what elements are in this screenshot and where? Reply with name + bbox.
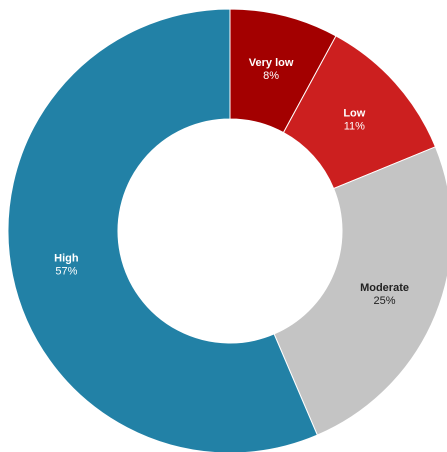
slice-value-label: 25% [374,295,396,307]
slice-value-label: 8% [263,70,279,82]
slice-value-label: 57% [55,265,77,277]
slice-label: Low [343,107,365,119]
slice-label: High [54,252,79,264]
slice-label: Very low [249,57,294,69]
slice-label: Moderate [360,282,409,294]
donut-slice [7,8,318,452]
donut-slice [273,146,447,436]
slice-value-label: 11% [344,120,365,132]
